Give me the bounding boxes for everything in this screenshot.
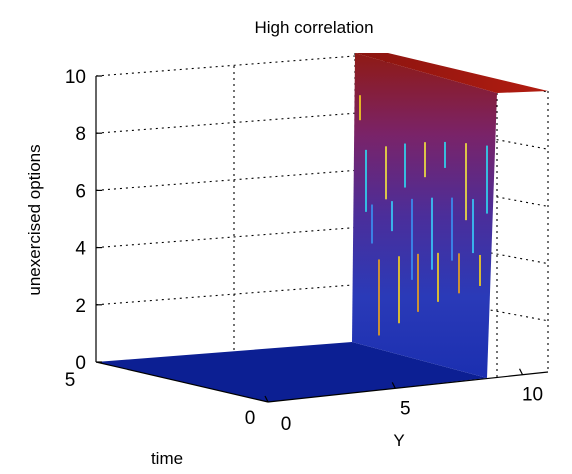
time-axis-label: time (151, 449, 183, 468)
grid-line (95, 112, 356, 134)
z-axis-ticks: 0 2 4 6 8 10 (65, 67, 102, 374)
time-tick-label: 0 (245, 408, 256, 429)
z-tick-label: 10 (65, 67, 86, 88)
surface-streaks (359, 95, 488, 336)
y-tick (391, 382, 396, 389)
y-axis-ticks: 10 5 0 (264, 368, 543, 435)
z-axis-label: unexercised options (25, 144, 44, 295)
z-tick-label: 6 (75, 181, 86, 202)
y-tick-label: 10 (522, 385, 543, 406)
axis-lines (95, 76, 549, 403)
grid-line (95, 169, 356, 191)
y-tick (264, 395, 269, 403)
grid-line (354, 284, 549, 322)
z-tick-label: 2 (75, 296, 86, 317)
grid-line (354, 227, 549, 265)
time-tick-label: 5 (65, 370, 76, 391)
grid-line (354, 169, 549, 207)
y-tick-label: 0 (281, 414, 292, 435)
time-axis-ticks: 50 (65, 370, 256, 429)
grid-line (95, 55, 356, 77)
surface-step-wall (352, 53, 497, 378)
surface-floor (96, 342, 487, 402)
y-tick-label: 5 (400, 398, 411, 419)
grid-line (95, 284, 356, 306)
y-axis-label: Y (393, 431, 404, 450)
grid-line (95, 227, 356, 249)
z-tick-label: 0 (75, 353, 86, 374)
z-tick-label: 8 (75, 124, 86, 145)
z-tick-label: 4 (75, 239, 86, 260)
y-tick (519, 368, 524, 375)
grid-line (354, 112, 549, 150)
chart-title: High correlation (254, 18, 373, 37)
surface-plateau (355, 53, 548, 93)
